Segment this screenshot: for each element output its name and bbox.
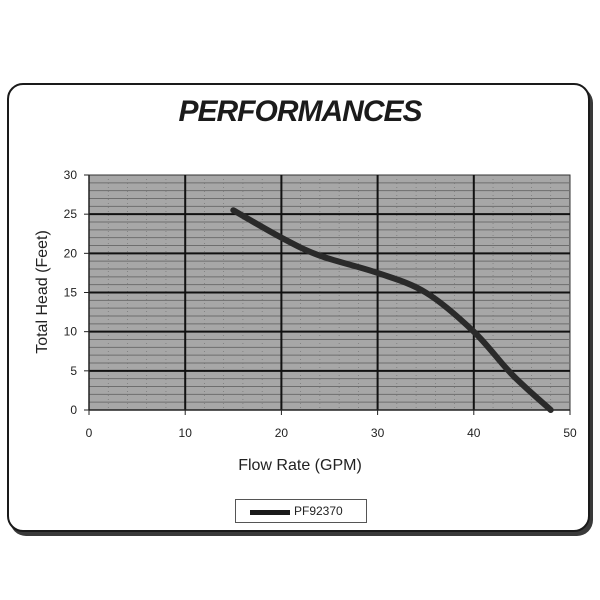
plot-area — [88, 174, 571, 411]
x-tick-label: 50 — [563, 426, 577, 440]
legend-label: PF92370 — [294, 504, 343, 518]
y-tick-label: 5 — [70, 364, 77, 378]
series-layer — [230, 207, 554, 413]
chart-title: PERFORMANCES — [178, 95, 422, 128]
x-tick-label: 0 — [86, 426, 93, 440]
y-tick-label: 30 — [64, 168, 78, 182]
x-tick-label: 40 — [467, 426, 481, 440]
x-tick-label: 30 — [371, 426, 385, 440]
y-tick-label: 15 — [64, 286, 78, 300]
y-tick-label: 0 — [70, 403, 77, 417]
series-line-pf92370 — [230, 207, 554, 413]
legend: PF92370 — [235, 499, 367, 523]
y-tick-label: 20 — [64, 246, 78, 260]
x-tick-label: 20 — [275, 426, 289, 440]
y-axis-label: Total Head (Feet) — [34, 230, 51, 354]
y-tick-label: 10 — [64, 325, 78, 339]
legend-swatch — [250, 510, 290, 515]
axes: 0 10 20 30 40 50 0 5 10 15 20 25 30 — [64, 168, 577, 440]
y-tick-label: 25 — [64, 207, 78, 221]
x-tick-label: 10 — [179, 426, 193, 440]
x-axis-label: Flow Rate (GPM) — [238, 457, 362, 474]
